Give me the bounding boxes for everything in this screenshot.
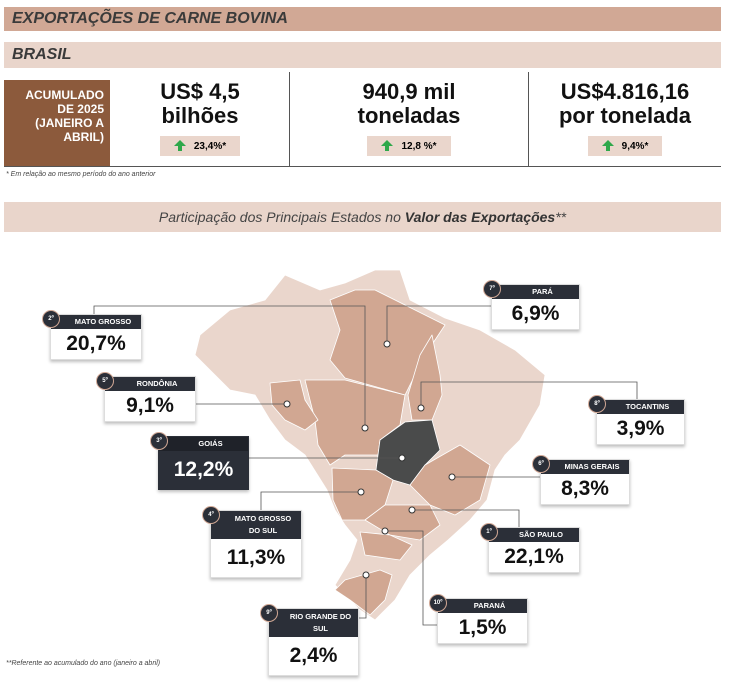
map-title: Participação dos Principais Estados no V… xyxy=(4,202,721,232)
state-value: 11,3% xyxy=(226,546,286,569)
state-card-rondonia: 5º RONDÔNIA 9,1% xyxy=(96,372,196,422)
rank-badge: 6º xyxy=(532,455,550,473)
state-card-sao-paulo: 1º SÃO PAULO 22,1% xyxy=(480,523,580,573)
state-name: PARÁ xyxy=(492,285,579,299)
divider xyxy=(528,72,529,166)
kpi-note: * Em relação ao mesmo período do ano ant… xyxy=(6,171,156,178)
kpi-change-text: 23,4%* xyxy=(193,140,227,152)
kpi-line: US$4.816,16 xyxy=(560,79,690,104)
marker-rio-grande-do-sul xyxy=(362,571,370,579)
leader-line xyxy=(386,305,491,344)
marker-tocantins xyxy=(417,404,425,412)
state-name: MATO GROSSO DO SUL xyxy=(211,511,301,539)
kpi-price: US$4.816,16 por tonelada 9,4%* xyxy=(529,80,721,166)
kpi-change: 23,4%* xyxy=(159,136,241,156)
period-line: DE 2025 xyxy=(57,102,104,116)
arrow-up-icon xyxy=(173,140,186,151)
arrow-up-icon xyxy=(381,140,394,151)
kpi-line: bilhões xyxy=(161,103,239,128)
kpi-change: 12,8 %* xyxy=(367,136,451,156)
marker-goias xyxy=(398,454,406,462)
marker-mato-grosso xyxy=(361,424,369,432)
rank-badge: 3º xyxy=(150,432,168,450)
state-name: MINAS GERAIS xyxy=(541,460,629,474)
kpi-line: 940,9 mil xyxy=(362,79,456,104)
rank-badge: 10º xyxy=(429,594,447,612)
kpi-volume: 940,9 mil toneladas 12,8 %* xyxy=(290,80,528,166)
kpi-value: US$ 4,5 bilhões 23,4%* xyxy=(110,80,290,166)
period-line: (JANEIRO A xyxy=(35,116,104,130)
rank-badge: 8º xyxy=(588,395,606,413)
state-card-para: 7º PARÁ 6,9% xyxy=(483,280,580,330)
marker-rondonia xyxy=(283,400,291,408)
state-name: TOCANTINS xyxy=(597,400,684,414)
period-line: ABRIL) xyxy=(63,130,104,144)
state-value: 8,3% xyxy=(561,477,609,500)
rank-badge: 1º xyxy=(480,523,498,541)
rank-badge: 9º xyxy=(260,604,278,622)
marker-minas-gerais xyxy=(448,473,456,481)
marker-sao-paulo xyxy=(408,506,416,514)
rank-badge: 5º xyxy=(96,372,114,390)
state-name: PARANÁ xyxy=(438,599,527,613)
state-value: 1,5% xyxy=(458,616,507,639)
state-card-tocantins: 8º TOCANTINS 3,9% xyxy=(588,395,685,445)
divider xyxy=(289,72,290,166)
state-rondonia xyxy=(269,379,319,431)
kpi-change-text: 9,4%* xyxy=(621,140,649,152)
state-minas-gerais xyxy=(409,444,491,516)
footnote: **Referente ao acumulado do ano (janeiro… xyxy=(6,660,161,667)
kpi-change-text: 12,8 %* xyxy=(401,140,437,152)
map-title-bold: Valor das Exportações xyxy=(404,209,556,225)
state-value: 2,4% xyxy=(289,644,338,667)
state-card-goias: 3º GOIÁS 12,2% xyxy=(150,432,249,490)
map-title-text: Participação dos Principais Estados no xyxy=(158,209,405,225)
state-name: RONDÔNIA xyxy=(105,377,195,391)
state-value: 22,1% xyxy=(504,545,564,568)
state-card-rio-grande-do-sul: 9º RIO GRANDE DO SUL 2,4% xyxy=(260,604,359,676)
leader-line xyxy=(412,509,520,527)
leader-line xyxy=(357,575,367,619)
state-name: SÃO PAULO xyxy=(489,528,579,542)
arrow-up-icon xyxy=(601,140,614,151)
map-title-mark: ** xyxy=(555,209,567,225)
kpi-change: 9,4%* xyxy=(587,136,663,156)
page-title: EXPORTAÇÕES DE CARNE BOVINA xyxy=(4,7,721,31)
leader-line xyxy=(420,381,638,408)
rank-badge: 7º xyxy=(483,280,501,298)
state-card-parana: 10º PARANÁ 1,5% xyxy=(429,594,528,644)
state-name: GOIÁS xyxy=(159,437,248,451)
kpi-line: por tonelada xyxy=(558,103,691,128)
marker-para xyxy=(383,340,391,348)
state-name: RIO GRANDE DO SUL xyxy=(269,609,358,637)
state-card-mato-grosso-do-sul: 4º MATO GROSSO DO SUL 11,3% xyxy=(202,506,302,578)
state-value: 6,9% xyxy=(511,302,560,325)
leader-line xyxy=(385,530,437,626)
state-value: 20,7% xyxy=(66,332,126,355)
region-title: BRASIL xyxy=(4,42,721,68)
leader-line xyxy=(260,491,361,510)
state-name: MATO GROSSO xyxy=(51,315,141,329)
period-line: ACUMULADO xyxy=(25,88,104,102)
leader-line xyxy=(93,305,366,428)
marker-parana xyxy=(381,527,389,535)
state-rio-grande-do-sul xyxy=(334,569,393,616)
state-card-mato-grosso: 2º MATO GROSSO 20,7% xyxy=(42,310,142,360)
kpi-line: US$ 4,5 xyxy=(160,79,240,104)
state-value: 9,1% xyxy=(126,394,174,417)
state-card-minas-gerais: 6º MINAS GERAIS 8,3% xyxy=(532,455,630,505)
period-label: ACUMULADO DE 2025 (JANEIRO A ABRIL) xyxy=(4,80,110,166)
state-value: 12,2% xyxy=(173,458,234,481)
divider xyxy=(4,166,721,167)
state-tocantins xyxy=(407,334,443,421)
kpi-line: toneladas xyxy=(357,103,461,128)
state-value: 3,9% xyxy=(616,417,665,440)
rank-badge: 2º xyxy=(42,310,60,328)
rank-badge: 4º xyxy=(202,506,220,524)
marker-mato-grosso-do-sul xyxy=(357,488,365,496)
